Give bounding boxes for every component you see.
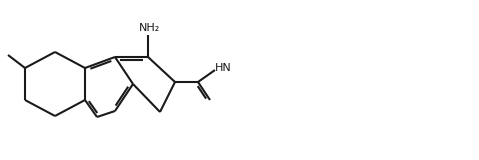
Text: HN: HN — [215, 63, 232, 73]
Text: NH₂: NH₂ — [139, 23, 160, 33]
